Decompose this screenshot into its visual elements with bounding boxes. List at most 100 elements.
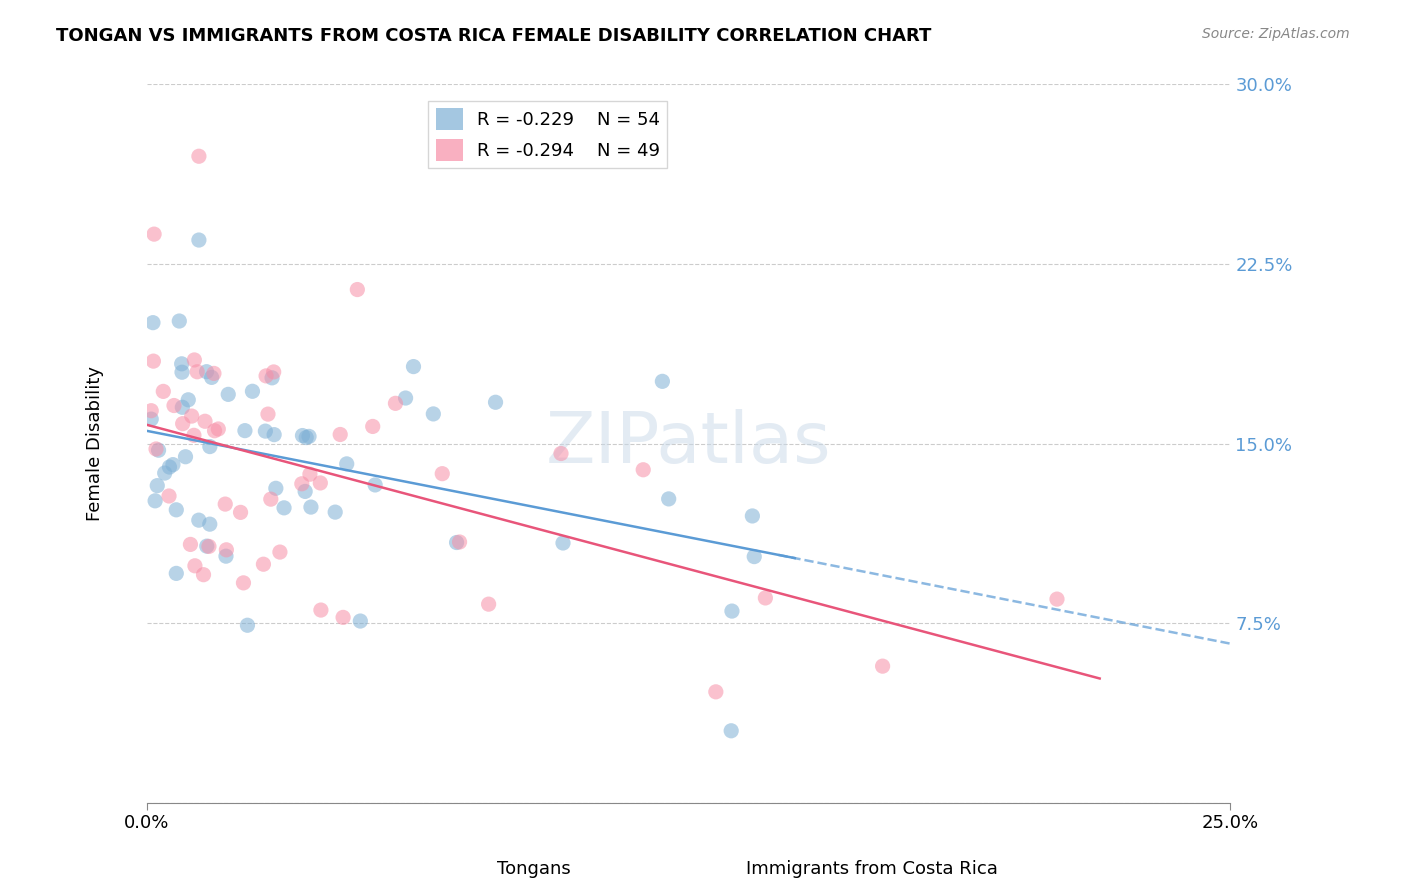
Immigrants from Costa Rica: [207, 422, 229, 436]
Immigrants from Costa Rica: [346, 283, 368, 297]
Immigrants from Costa Rica: [193, 567, 215, 582]
Tongans: [394, 391, 416, 405]
Tongans: [242, 384, 264, 399]
Tongans: [364, 478, 387, 492]
Tongans: [170, 365, 193, 379]
Text: Source: ZipAtlas.com: Source: ZipAtlas.com: [1202, 27, 1350, 41]
Tongans: [294, 484, 316, 499]
Tongans: [169, 314, 191, 328]
Immigrants from Costa Rica: [229, 505, 252, 519]
Immigrants from Costa Rica: [298, 467, 321, 482]
Tongans: [148, 443, 170, 458]
Immigrants from Costa Rica: [432, 467, 454, 481]
Immigrants from Costa Rica: [180, 409, 202, 423]
Immigrants from Costa Rica: [631, 463, 654, 477]
Tongans: [741, 508, 763, 523]
Tongans: [187, 233, 209, 247]
Immigrants from Costa Rica: [384, 396, 406, 410]
Text: Immigrants from Costa Rica: Immigrants from Costa Rica: [745, 860, 998, 878]
Tongans: [215, 549, 238, 564]
Immigrants from Costa Rica: [172, 417, 194, 431]
Immigrants from Costa Rica: [260, 492, 283, 507]
Immigrants from Costa Rica: [872, 659, 894, 673]
Tongans: [217, 387, 239, 401]
Immigrants from Costa Rica: [704, 685, 727, 699]
Tongans: [299, 500, 322, 514]
Immigrants from Costa Rica: [329, 427, 352, 442]
Immigrants from Costa Rica: [309, 603, 332, 617]
Tongans: [551, 536, 574, 550]
Text: Tongans: Tongans: [498, 860, 571, 878]
Tongans: [446, 535, 468, 549]
Immigrants from Costa Rica: [163, 399, 186, 413]
Tongans: [651, 375, 673, 389]
Immigrants from Costa Rica: [184, 558, 207, 573]
Immigrants from Costa Rica: [198, 540, 221, 554]
Immigrants from Costa Rica: [202, 367, 225, 381]
Tongans: [187, 513, 209, 527]
Tongans: [422, 407, 444, 421]
Immigrants from Costa Rica: [186, 365, 208, 379]
Tongans: [402, 359, 425, 374]
Tongans: [264, 481, 287, 495]
Immigrants from Costa Rica: [263, 365, 285, 379]
Immigrants from Costa Rica: [257, 407, 280, 421]
Tongans: [195, 539, 218, 553]
Immigrants from Costa Rica: [754, 591, 776, 605]
Tongans: [143, 493, 166, 508]
Immigrants from Costa Rica: [179, 537, 201, 551]
Immigrants from Costa Rica: [183, 428, 205, 442]
Tongans: [742, 549, 765, 564]
Immigrants from Costa Rica: [478, 597, 501, 611]
Immigrants from Costa Rica: [291, 476, 314, 491]
Immigrants from Costa Rica: [1046, 592, 1069, 607]
Immigrants from Costa Rica: [143, 227, 166, 241]
Tongans: [170, 357, 193, 371]
Immigrants from Costa Rica: [254, 368, 277, 383]
Text: ZIPatlas: ZIPatlas: [546, 409, 831, 478]
Immigrants from Costa Rica: [332, 610, 354, 624]
Tongans: [295, 431, 318, 445]
Tongans: [195, 365, 218, 379]
Tongans: [658, 491, 681, 506]
Immigrants from Costa Rica: [204, 424, 226, 438]
Tongans: [720, 723, 742, 738]
Tongans: [336, 457, 359, 471]
Tongans: [165, 503, 187, 517]
Tongans: [198, 440, 221, 454]
Tongans: [721, 604, 744, 618]
Tongans: [263, 427, 285, 442]
Tongans: [177, 392, 200, 407]
Immigrants from Costa Rica: [141, 403, 163, 417]
Immigrants from Costa Rica: [361, 419, 384, 434]
Immigrants from Costa Rica: [215, 542, 238, 557]
Tongans: [236, 618, 259, 632]
Immigrants from Costa Rica: [252, 558, 274, 572]
Tongans: [254, 424, 277, 438]
Text: TONGAN VS IMMIGRANTS FROM COSTA RICA FEMALE DISABILITY CORRELATION CHART: TONGAN VS IMMIGRANTS FROM COSTA RICA FEM…: [56, 27, 932, 45]
Tongans: [349, 614, 371, 628]
Immigrants from Costa Rica: [187, 149, 209, 163]
Y-axis label: Female Disability: Female Disability: [86, 366, 104, 521]
Tongans: [291, 428, 314, 442]
Tongans: [273, 500, 295, 515]
Tongans: [233, 424, 256, 438]
Tongans: [159, 460, 181, 475]
Immigrants from Costa Rica: [269, 545, 291, 559]
Immigrants from Costa Rica: [214, 497, 236, 511]
Tongans: [146, 478, 169, 492]
Immigrants from Costa Rica: [157, 489, 180, 503]
Tongans: [141, 412, 163, 426]
Immigrants from Costa Rica: [550, 446, 572, 460]
Immigrants from Costa Rica: [145, 442, 167, 456]
Tongans: [162, 458, 184, 472]
Immigrants from Costa Rica: [142, 354, 165, 368]
Tongans: [201, 370, 224, 384]
Immigrants from Costa Rica: [449, 535, 471, 549]
Tongans: [484, 395, 506, 409]
Tongans: [198, 517, 221, 532]
Tongans: [172, 401, 194, 415]
Tongans: [260, 371, 283, 385]
Immigrants from Costa Rica: [152, 384, 174, 399]
Tongans: [174, 450, 197, 464]
